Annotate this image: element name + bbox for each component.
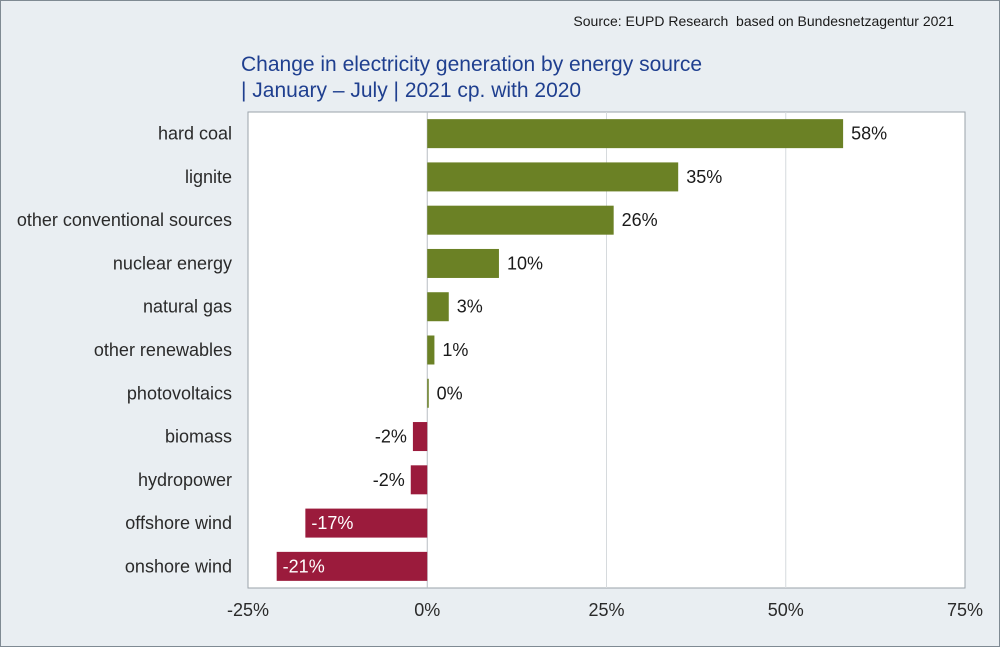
bar bbox=[427, 335, 435, 365]
x-tick-label: 25% bbox=[588, 600, 624, 620]
data-label: 58% bbox=[851, 124, 887, 144]
data-label: -17% bbox=[311, 513, 353, 533]
data-label: 10% bbox=[507, 253, 543, 273]
data-label: -21% bbox=[283, 556, 325, 576]
category-label: nuclear energy bbox=[113, 253, 232, 273]
x-tick-label: 50% bbox=[768, 600, 804, 620]
category-label: other conventional sources bbox=[17, 210, 232, 230]
x-tick-label: 75% bbox=[947, 600, 983, 620]
source-note: Source: EUPD Research based on Bundesnet… bbox=[573, 13, 954, 29]
data-label: 3% bbox=[457, 297, 483, 317]
bar bbox=[427, 292, 449, 322]
bar bbox=[276, 551, 428, 581]
category-label: other renewables bbox=[94, 340, 232, 360]
bar bbox=[427, 162, 679, 192]
bar bbox=[427, 378, 429, 408]
bar bbox=[305, 508, 428, 538]
bar bbox=[427, 205, 614, 235]
category-label: natural gas bbox=[143, 297, 232, 317]
data-label: 26% bbox=[622, 210, 658, 230]
x-tick-label: 0% bbox=[414, 600, 440, 620]
chart-title-line-2: | January – July | 2021 cp. with 2020 bbox=[241, 79, 582, 102]
chart-title-line-1: Change in electricity generation by ener… bbox=[241, 53, 703, 76]
category-label: offshore wind bbox=[125, 513, 232, 533]
category-label: hard coal bbox=[158, 124, 232, 144]
bar bbox=[427, 119, 844, 149]
data-label: 35% bbox=[686, 167, 722, 187]
data-label: 1% bbox=[442, 340, 468, 360]
category-label: hydropower bbox=[138, 470, 232, 490]
data-label: -2% bbox=[375, 427, 407, 447]
bar bbox=[410, 465, 428, 495]
category-label: photovoltaics bbox=[127, 383, 232, 403]
x-tick-label: -25% bbox=[227, 600, 269, 620]
data-label: -2% bbox=[373, 470, 405, 490]
category-label: onshore wind bbox=[125, 556, 232, 576]
category-label: lignite bbox=[185, 167, 232, 187]
chart-title: Change in electricity generation by ener… bbox=[241, 52, 702, 104]
category-label: biomass bbox=[165, 427, 232, 447]
bar bbox=[427, 248, 499, 278]
bar bbox=[412, 422, 428, 452]
data-label: 0% bbox=[437, 383, 463, 403]
